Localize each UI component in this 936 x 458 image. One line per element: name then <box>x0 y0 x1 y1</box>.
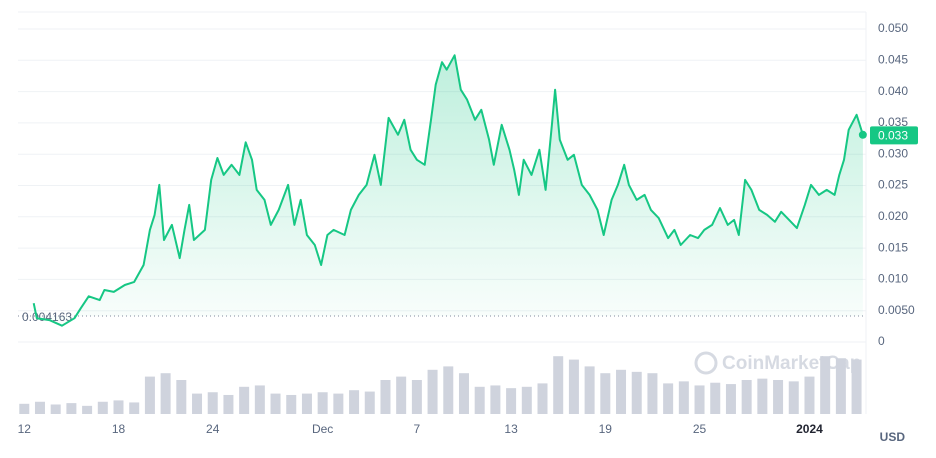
volume-bar <box>694 385 705 414</box>
volume-bar <box>411 380 422 414</box>
volume-bar <box>537 383 548 414</box>
volume-bar <box>19 403 30 414</box>
x-tick-label: 18 <box>112 422 126 436</box>
volume-bar <box>443 366 454 414</box>
volume-bar <box>380 380 391 414</box>
volume-bar <box>317 392 328 414</box>
x-tick-label: 13 <box>504 422 518 436</box>
volume-bar <box>600 373 611 414</box>
volume-bar <box>34 401 45 414</box>
volume-bar <box>129 402 140 414</box>
price-badge-label: 0.033 <box>878 129 908 143</box>
volume-bars <box>19 356 862 414</box>
baseline-label: 0.004163 <box>22 310 72 324</box>
y-tick-label: 0.0050 <box>878 303 915 317</box>
volume-bar <box>584 366 595 414</box>
y-axis-unit: USD <box>880 430 906 444</box>
y-tick-label: 0.045 <box>878 52 908 66</box>
volume-bar <box>804 376 815 414</box>
x-tick-label: 25 <box>693 422 707 436</box>
price-badge <box>870 126 918 145</box>
volume-bar <box>568 359 579 414</box>
volume-bar <box>725 384 736 414</box>
volume-bar <box>820 356 831 414</box>
volume-bar <box>663 383 674 414</box>
volume-bar <box>458 373 469 414</box>
x-tick-label: 24 <box>206 422 220 436</box>
volume-bar <box>835 358 846 414</box>
x-tick-label: 12 <box>18 422 32 436</box>
volume-bar <box>286 394 297 414</box>
volume-bar <box>506 388 517 414</box>
volume-bar <box>616 369 627 414</box>
volume-bar <box>678 381 689 414</box>
y-tick-label: 0 <box>878 334 885 348</box>
volume-bar <box>160 373 171 414</box>
volume-bar <box>757 378 768 414</box>
volume-bar <box>270 393 281 414</box>
x-tick-label: 19 <box>599 422 613 436</box>
volume-bar <box>144 376 155 414</box>
x-tick-label: 7 <box>414 422 421 436</box>
x-tick-label: Dec <box>312 422 333 436</box>
y-tick-label: 0.015 <box>878 240 908 254</box>
volume-bar <box>364 391 375 414</box>
volume-bar <box>113 400 124 414</box>
y-tick-label: 0.050 <box>878 21 908 35</box>
y-tick-label: 0.040 <box>878 84 908 98</box>
volume-bar <box>647 373 658 414</box>
volume-bar <box>710 382 721 414</box>
price-area <box>33 55 863 326</box>
volume-bar <box>301 393 312 414</box>
volume-bar <box>396 376 407 414</box>
volume-bar <box>97 401 108 414</box>
volume-bar <box>490 385 501 414</box>
volume-bar <box>553 356 564 414</box>
volume-bar <box>223 394 234 414</box>
y-tick-label: 0.025 <box>878 178 908 192</box>
volume-bar <box>239 386 250 414</box>
volume-bar <box>788 381 799 414</box>
volume-bar <box>207 392 218 414</box>
x-tick-label: 2024 <box>796 422 823 436</box>
volume-bar <box>851 359 862 414</box>
y-tick-label: 0.020 <box>878 209 908 223</box>
volume-bar <box>349 390 360 414</box>
volume-bar <box>521 386 532 414</box>
volume-bar <box>50 404 61 414</box>
y-tick-label: 0.030 <box>878 146 908 160</box>
volume-bar <box>333 393 344 414</box>
volume-bar <box>631 371 642 414</box>
volume-bar <box>741 380 752 414</box>
volume-bar <box>192 393 203 414</box>
volume-bar <box>66 403 77 414</box>
volume-bar <box>176 380 187 414</box>
volume-bar <box>427 369 438 414</box>
volume-bar <box>82 405 93 414</box>
price-line <box>32 54 864 327</box>
y-tick-label: 0.010 <box>878 272 908 286</box>
last-point <box>858 130 867 139</box>
volume-bar <box>254 385 265 414</box>
volume-bar <box>773 380 784 414</box>
y-tick-label: 0.035 <box>878 115 908 129</box>
volume-bar <box>474 386 485 414</box>
